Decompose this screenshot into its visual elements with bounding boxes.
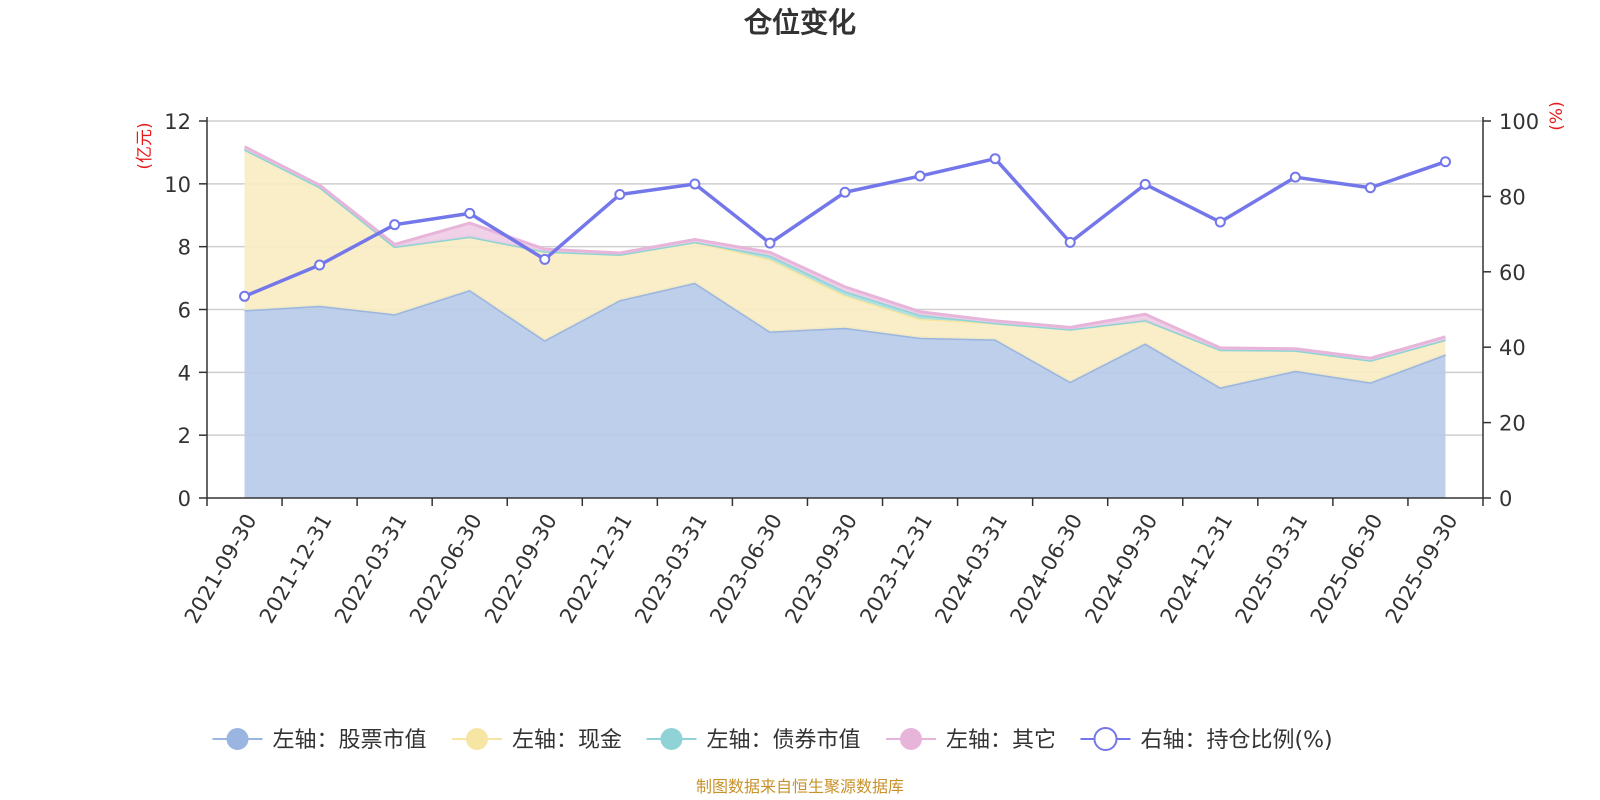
left-axis-tick-label: 8 <box>178 236 191 260</box>
x-axis-tick-label: 2023-09-30 <box>780 510 862 628</box>
left-axis-tick-label: 0 <box>178 487 191 511</box>
right-axis-tick-label: 80 <box>1499 185 1526 209</box>
legend-label: 左轴：其它 <box>946 728 1056 753</box>
legend-item[interactable]: 左轴：股票市值 <box>212 728 427 753</box>
legend-item[interactable]: 左轴：现金 <box>452 728 622 753</box>
legend-label: 左轴：现金 <box>512 728 622 753</box>
legend-item[interactable]: 左轴：债券市值 <box>646 728 861 753</box>
ratio-point <box>1139 178 1151 190</box>
legend-marker-ring <box>1093 727 1118 751</box>
legend-marker-dot <box>660 728 683 750</box>
left-axis-tick-label: 10 <box>164 173 191 197</box>
legend-marker-dot <box>466 728 488 750</box>
x-axis-tick-label: 2021-12-31 <box>255 510 337 628</box>
right-axis-unit: (%) <box>1547 101 1567 130</box>
ratio-point <box>614 189 626 201</box>
x-axis-tick-label: 2025-09-30 <box>1381 510 1463 628</box>
ratio-point <box>1214 216 1226 228</box>
ratio-point <box>1064 236 1076 248</box>
ratio-point <box>1289 171 1301 183</box>
x-axis-tick-label: 2025-03-31 <box>1231 510 1313 628</box>
left-axis-tick-label: 6 <box>178 299 191 323</box>
legend-label: 左轴：债券市值 <box>707 728 861 753</box>
x-axis-tick-label: 2024-03-31 <box>930 510 1012 628</box>
ratio-point <box>689 178 701 190</box>
right-axis-tick-label: 40 <box>1499 336 1526 360</box>
area-line-3 <box>243 145 1446 360</box>
ratio-point <box>764 237 776 249</box>
x-axis-tick-label: 2021-09-30 <box>180 510 262 628</box>
left-axis-tick-label: 12 <box>164 110 191 134</box>
area-1 <box>244 149 1446 388</box>
right-axis-tick-label: 0 <box>1499 487 1512 511</box>
left-axis-tick-label: 4 <box>178 361 191 385</box>
x-axis-tick-label: 2024-12-31 <box>1156 510 1238 628</box>
x-axis-tick-label: 2023-03-31 <box>630 510 712 628</box>
data-source-note: 制图数据来自恒生聚源数据库 <box>696 777 904 796</box>
left-axis-unit: (亿元) <box>135 122 155 169</box>
x-axis-tick-label: 2022-06-30 <box>405 510 487 628</box>
ratio-point <box>314 259 326 271</box>
line-layer <box>239 153 1451 302</box>
left-axis-tick-label: 2 <box>178 424 191 448</box>
right-axis-tick-label: 100 <box>1499 110 1539 134</box>
ratio-point <box>1364 182 1376 194</box>
right-axis-tick-label: 60 <box>1499 261 1526 285</box>
right-axis-tick-label: 20 <box>1499 412 1526 436</box>
x-axis-tick-label: 2024-06-30 <box>1005 510 1087 628</box>
legend-marker-dot <box>900 728 922 750</box>
ratio-point <box>914 170 926 182</box>
legend: 左轴：股票市值 左轴：现金 左轴：债券市值 左轴：其它 右轴：持仓比例(%) <box>212 727 1333 753</box>
ratio-point <box>389 219 401 231</box>
x-axis-tick-label: 2022-09-30 <box>480 510 562 628</box>
legend-marker-dot <box>226 728 249 750</box>
legend-item[interactable]: 右轴：持仓比例(%) <box>1080 727 1333 753</box>
legend-label: 左轴：股票市值 <box>273 728 427 753</box>
chart-title: 仓位变化 <box>744 6 856 39</box>
x-axis-tick-label: 2022-12-31 <box>555 510 637 628</box>
ratio-point <box>539 253 551 265</box>
legend-item[interactable]: 左轴：其它 <box>886 728 1056 753</box>
ratio-point <box>239 290 251 302</box>
x-axis-tick-label: 2023-12-31 <box>855 510 937 628</box>
x-axis-tick-label: 2023-06-30 <box>705 510 787 628</box>
area-0 <box>244 282 1446 498</box>
x-axis-tick-label: 2024-09-30 <box>1080 510 1162 628</box>
ratio-point <box>839 186 851 198</box>
area-layer <box>243 145 1446 498</box>
ratio-point <box>464 207 476 219</box>
ratio-point <box>989 153 1001 165</box>
legend-label: 右轴：持仓比例(%) <box>1141 728 1333 753</box>
x-axis-tick-label: 2022-03-31 <box>330 510 412 628</box>
ratio-point <box>1439 156 1451 168</box>
x-axis-tick-label: 2025-06-30 <box>1306 510 1388 628</box>
